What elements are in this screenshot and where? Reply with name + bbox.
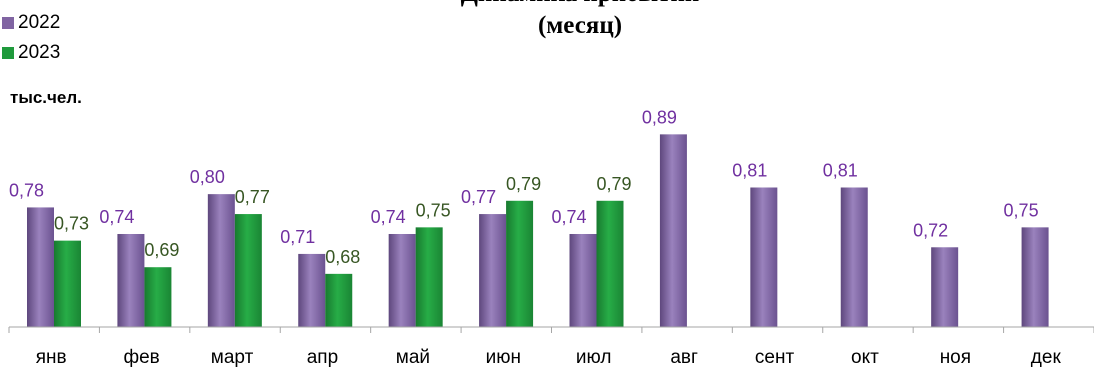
x-tick-label: дек bbox=[1031, 347, 1062, 368]
data-label-2022: 0,78 bbox=[9, 180, 44, 200]
data-label-2023: 0,68 bbox=[325, 247, 360, 267]
bar-2022-сент bbox=[750, 187, 778, 327]
data-label-2022: 0,77 bbox=[461, 187, 496, 207]
data-label-2023: 0,77 bbox=[235, 187, 270, 207]
bar-2022-окт bbox=[840, 187, 868, 327]
x-tick-label: сент bbox=[755, 347, 795, 368]
bar-2023-июл bbox=[596, 200, 624, 327]
x-tick-label: ноя bbox=[940, 347, 971, 368]
data-label-2022: 0,72 bbox=[913, 220, 948, 240]
data-label-2022: 0,81 bbox=[823, 160, 858, 180]
bar-2023-июн bbox=[506, 200, 534, 327]
bar-2022-дек bbox=[1021, 227, 1049, 327]
bar-2022-май bbox=[388, 233, 416, 327]
bar-2023-янв bbox=[54, 240, 81, 327]
x-tick-label: авг bbox=[670, 347, 698, 368]
bar-2022-янв bbox=[27, 207, 54, 327]
data-label-2022: 0,74 bbox=[371, 207, 406, 227]
bar-2022-авг bbox=[659, 134, 687, 327]
x-tick-label: янв bbox=[36, 347, 67, 368]
bar-2023-апр bbox=[325, 273, 353, 327]
legend: 2022 2023 bbox=[2, 8, 60, 68]
bar-2022-июн bbox=[479, 214, 507, 327]
x-tick-label: июл bbox=[576, 347, 612, 368]
x-tick-label: март bbox=[211, 347, 254, 368]
bar-2022-март bbox=[207, 194, 235, 327]
x-tick-label: фев bbox=[123, 347, 159, 368]
bar-2022-апр bbox=[298, 253, 326, 327]
data-label-2023: 0,73 bbox=[54, 214, 89, 234]
bar-2023-фев bbox=[144, 267, 172, 327]
data-label-2022: 0,75 bbox=[1004, 200, 1039, 220]
data-label-2023: 0,79 bbox=[596, 174, 631, 194]
data-label-2022: 0,74 bbox=[551, 207, 586, 227]
y-unit-label: тыс.чел. bbox=[10, 88, 82, 107]
legend-label-2022: 2022 bbox=[18, 12, 61, 33]
legend-swatch-2022 bbox=[2, 17, 14, 29]
chart-title: Динамика прибытий (месяц) bbox=[461, 0, 700, 39]
data-label-2022: 0,71 bbox=[280, 227, 315, 247]
legend-item-2022: 2022 bbox=[2, 8, 60, 38]
data-label-2023: 0,75 bbox=[416, 200, 451, 220]
bar-2022-июл bbox=[569, 233, 597, 327]
data-label-2023: 0,69 bbox=[144, 240, 179, 260]
legend-item-2023: 2023 bbox=[2, 38, 60, 68]
data-label-2022: 0,89 bbox=[642, 107, 677, 127]
bar-2023-март bbox=[234, 214, 262, 327]
x-tick-label: апр bbox=[307, 347, 338, 368]
bar-2022-фев bbox=[117, 233, 145, 327]
x-tick-label: июн bbox=[486, 347, 521, 368]
x-tick-label: май bbox=[396, 347, 430, 368]
legend-label-2023: 2023 bbox=[18, 42, 61, 63]
bar-2023-май bbox=[415, 227, 443, 327]
data-label-2022: 0,80 bbox=[190, 167, 225, 187]
data-label-2022: 0,74 bbox=[99, 207, 134, 227]
data-label-2023: 0,79 bbox=[506, 174, 541, 194]
bar-2022-ноя bbox=[931, 247, 959, 327]
x-tick-label: окт bbox=[851, 347, 879, 368]
legend-swatch-2023 bbox=[2, 47, 14, 59]
data-label-2022: 0,81 bbox=[732, 160, 767, 180]
